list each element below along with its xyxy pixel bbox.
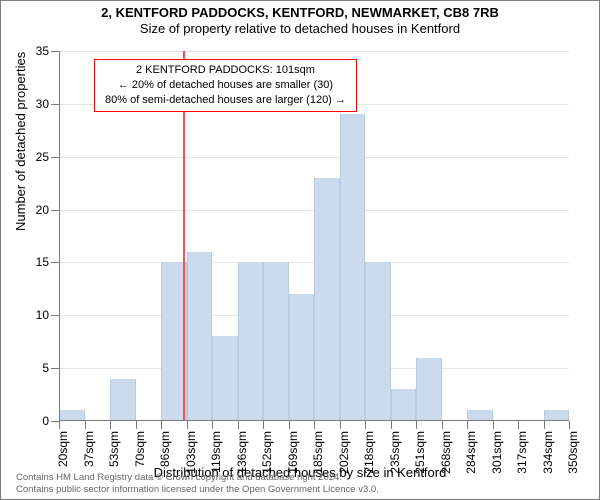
x-tick [238,421,239,429]
y-tick-label: 25 [36,150,59,164]
y-tick-label: 0 [42,414,59,428]
histogram-bar [238,262,264,421]
histogram-bar [187,252,213,421]
histogram-bar [110,379,136,421]
x-tick [518,421,519,429]
y-tick-label: 30 [36,97,59,111]
y-tick-label: 15 [36,255,59,269]
histogram-bar [365,262,391,421]
histogram-bar [212,336,238,421]
gridline [59,157,569,158]
x-tick [493,421,494,429]
annotation-line: 80% of semi-detached houses are larger (… [105,93,346,108]
y-tick-label: 5 [42,361,59,375]
y-tick-label: 20 [36,203,59,217]
x-tick [391,421,392,429]
x-tick [416,421,417,429]
x-tick [59,421,60,429]
footer-attribution: Contains HM Land Registry data © Crown c… [16,472,379,495]
annotation-line: 2 KENTFORD PADDOCKS: 101sqm [105,63,346,78]
histogram-bar [314,178,340,421]
x-tick-label: 86sqm [158,431,172,467]
x-tick [187,421,188,429]
x-tick [467,421,468,429]
x-tick [85,421,86,429]
annotation-line: ← 20% of detached houses are smaller (30… [105,78,346,93]
x-tick-label: 70sqm [133,431,147,467]
x-tick [161,421,162,429]
chart-title-1: 2, KENTFORD PADDOCKS, KENTFORD, NEWMARKE… [1,5,599,21]
histogram-bar [289,294,315,421]
y-tick-label: 35 [36,44,59,58]
x-tick [289,421,290,429]
title-block: 2, KENTFORD PADDOCKS, KENTFORD, NEWMARKE… [1,1,599,38]
chart-title-2: Size of property relative to detached ho… [1,21,599,37]
histogram-bar [416,358,442,421]
y-axis-label: Number of detached properties [13,52,28,231]
x-tick [263,421,264,429]
x-tick [110,421,111,429]
x-tick [340,421,341,429]
x-tick [544,421,545,429]
histogram-bar [391,389,417,421]
x-tick [136,421,137,429]
gridline [59,51,569,52]
y-axis [59,51,60,421]
y-tick-label: 10 [36,308,59,322]
x-tick [365,421,366,429]
x-tick [569,421,570,429]
x-tick [314,421,315,429]
chart-container: 2, KENTFORD PADDOCKS, KENTFORD, NEWMARKE… [0,0,600,500]
histogram-bar [340,114,366,421]
footer-line-2: Contains public sector information licen… [16,484,379,495]
x-tick-label: 20sqm [56,431,70,467]
footer-line-1: Contains HM Land Registry data © Crown c… [16,472,379,483]
plot-area: 0510152025303520sqm37sqm53sqm70sqm86sqm1… [59,51,569,421]
x-tick [442,421,443,429]
x-tick [212,421,213,429]
x-tick-label: 37sqm [82,431,96,467]
x-axis [59,420,569,421]
x-tick-label: 53sqm [107,431,121,467]
annotation-box: 2 KENTFORD PADDOCKS: 101sqm← 20% of deta… [94,59,357,112]
histogram-bar [263,262,289,421]
